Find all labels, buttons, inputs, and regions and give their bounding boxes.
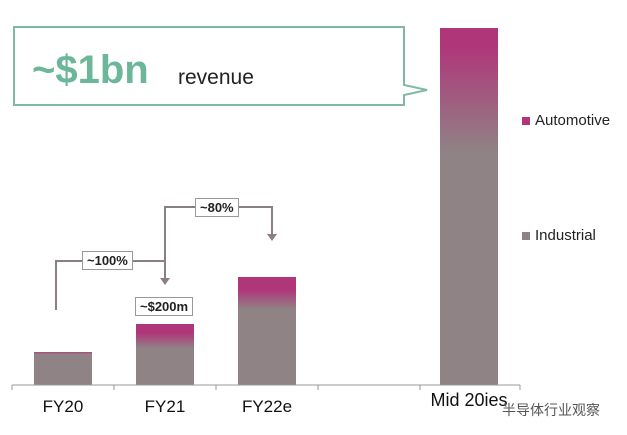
x-tick-label: Mid 20ies [430,390,508,410]
x-tick-label: FY20 [42,397,84,416]
callout-box [13,26,428,106]
watermark: 半导体行业观察 [502,402,600,418]
growth-label-2: ~80% [195,198,239,217]
bar-fy22e [238,276,296,385]
bar-fy21 [136,323,194,385]
headline: ~$1bn [32,48,149,92]
legend-swatch [522,232,530,240]
bar-mid-20ies [440,28,498,385]
growth-label-1: ~100% [82,251,133,270]
legend-industrial: Industrial [522,227,596,244]
legend-swatch [522,117,530,125]
fy21-value-label: ~$200m [135,297,194,316]
x-tick-label: FY22e [241,397,293,416]
legend-label: Industrial [535,227,596,244]
headline-suffix: revenue [178,66,254,89]
legend-automotive: Automotive [522,112,610,129]
bar-fy20 [34,352,92,385]
x-tick-label: FY21 [144,397,186,416]
legend-label: Automotive [535,112,611,129]
